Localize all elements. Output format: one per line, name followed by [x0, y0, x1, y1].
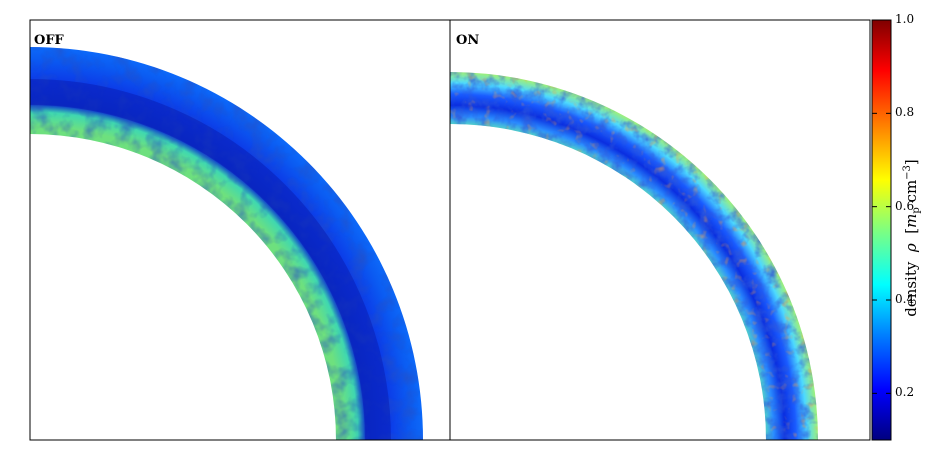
colorbar-label-unit-m: m	[902, 213, 920, 228]
off-panel-label: OFF	[34, 33, 64, 48]
colorbar-tick-label: 1.0	[895, 12, 915, 26]
colorbar-axis-label: density ρ [mp cm−3]	[902, 159, 922, 317]
off-panel	[30, 20, 450, 440]
colorbar-gradient	[872, 20, 891, 440]
colorbar-label-unit-close: ]	[902, 159, 920, 166]
colorbar-tick-label: 0.2	[895, 385, 915, 400]
on-panel-frame	[449, 19, 871, 441]
colorbar	[871, 19, 892, 441]
colorbar-label-unit-cm: cm	[902, 179, 920, 208]
colorbar-frame	[871, 19, 892, 441]
on-panel-label: ON	[456, 33, 480, 48]
colorbar-label-unit-sup: −3	[902, 165, 913, 180]
colorbar-label-word: density	[902, 261, 920, 317]
on-panel	[450, 20, 870, 440]
colorbar-label-symbol: ρ	[902, 243, 920, 253]
colorbar-tick-label: 0.6	[895, 198, 915, 213]
colorbar-tick-label: 0.8	[895, 105, 915, 120]
colorbar-label-unit-open: [	[902, 227, 920, 234]
colorbar-label-unit-sub: p	[911, 207, 922, 214]
colorbar-ticks	[872, 19, 891, 394]
colorbar-tick-label: 0.4	[895, 292, 915, 306]
